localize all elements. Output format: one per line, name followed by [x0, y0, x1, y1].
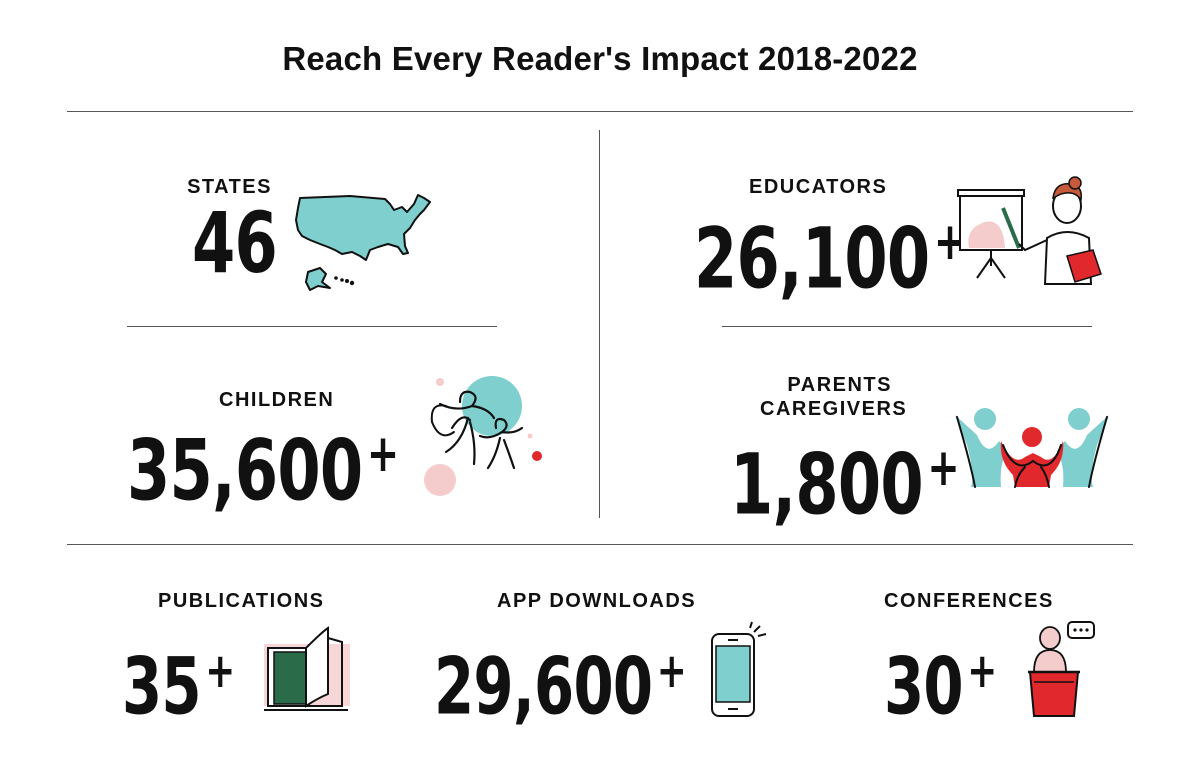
open-book-icon — [262, 624, 354, 719]
parents-label-line1: PARENTS — [787, 374, 892, 396]
states-label: STATES — [187, 176, 272, 198]
parents-label-line2: CAREGIVERS — [760, 398, 908, 420]
family-hug-icon — [953, 405, 1113, 500]
top-divider — [67, 111, 1133, 112]
center-divider — [599, 130, 600, 518]
speaker-podium-icon — [1022, 616, 1102, 725]
parents-label: PARENTS CAREGIVERS — [760, 373, 908, 421]
us-map-icon — [290, 190, 440, 305]
educators-label: EDUCATORS — [749, 176, 888, 198]
page-title: Reach Every Reader's Impact 2018-2022 — [282, 40, 918, 77]
right-mid-divider — [722, 326, 1092, 327]
children-value: 35,600+ — [127, 421, 399, 520]
smartphone-icon — [706, 621, 776, 727]
left-mid-divider — [127, 326, 497, 327]
educators-value: 26,100+ — [694, 209, 966, 308]
conferences-label: CONFERENCES — [884, 590, 1054, 612]
publications-value: 35+ — [122, 642, 235, 733]
children-label: CHILDREN — [219, 389, 335, 411]
publications-label: PUBLICATIONS — [158, 590, 325, 612]
states-value: 46 — [192, 194, 278, 292]
teacher-presenting-icon — [955, 176, 1115, 293]
states-stat: STATES 46 — [150, 175, 280, 285]
conferences-value: 30+ — [884, 642, 997, 733]
app-downloads-label: APP DOWNLOADS — [497, 590, 697, 612]
bottom-divider — [67, 544, 1133, 545]
children-playing-icon — [410, 372, 550, 507]
parents-value: 1,800+ — [730, 435, 960, 534]
app-downloads-value: 29,600+ — [434, 642, 687, 733]
